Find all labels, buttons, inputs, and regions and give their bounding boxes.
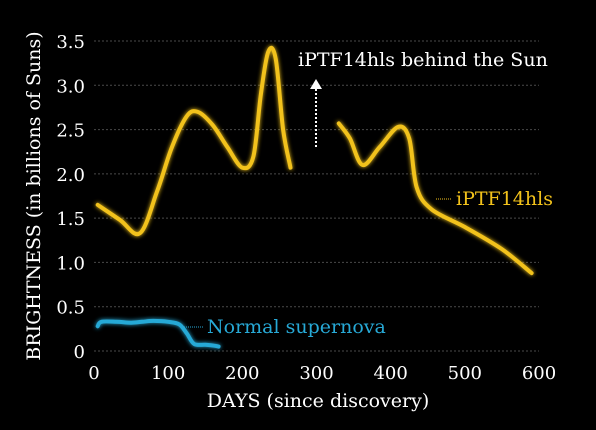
annotation-normal-supernova: Normal supernova: [207, 316, 386, 338]
x-tick-label: 100: [151, 363, 185, 384]
annotation-behind-sun: iPTF14hls behind the Sun: [298, 49, 548, 71]
x-tick-label: 300: [299, 363, 333, 384]
x-axis-label: DAYS (since discovery): [207, 390, 429, 412]
iptf14hls-line-segment-1: [95, 45, 293, 237]
y-tick-label: 1.0: [56, 253, 85, 274]
series-lines: [95, 45, 534, 349]
annotation-iptf14hls: iPTF14hls: [456, 188, 553, 210]
y-tick-label: 0.5: [56, 298, 85, 319]
normal-supernova-line-segment-1: [95, 318, 221, 349]
x-tick-label: 400: [373, 363, 407, 384]
x-tick-label: 0: [88, 363, 99, 384]
x-tick-label: 600: [522, 363, 556, 384]
x-tick-label: 200: [225, 363, 259, 384]
y-tick-label: 3.0: [56, 76, 85, 97]
iptf14hls-line-segment-2: [336, 121, 534, 276]
behind-sun-arrowhead: [310, 79, 322, 89]
y-tick-label: 0: [74, 342, 85, 363]
tick-labels: 0 0.5 1.0 1.5 2.0 2.5 3.0 3.5 0 100 200 300 400 500 60…: [56, 32, 556, 384]
x-tick-label: 500: [448, 363, 482, 384]
y-axis-label: BRIGHTNESS (in billions of Suns): [23, 31, 45, 360]
y-tick-label: 2.5: [56, 121, 85, 142]
y-tick-label: 1.5: [56, 209, 85, 230]
y-tick-label: 2.0: [56, 165, 85, 186]
y-tick-label: 3.5: [56, 32, 85, 53]
